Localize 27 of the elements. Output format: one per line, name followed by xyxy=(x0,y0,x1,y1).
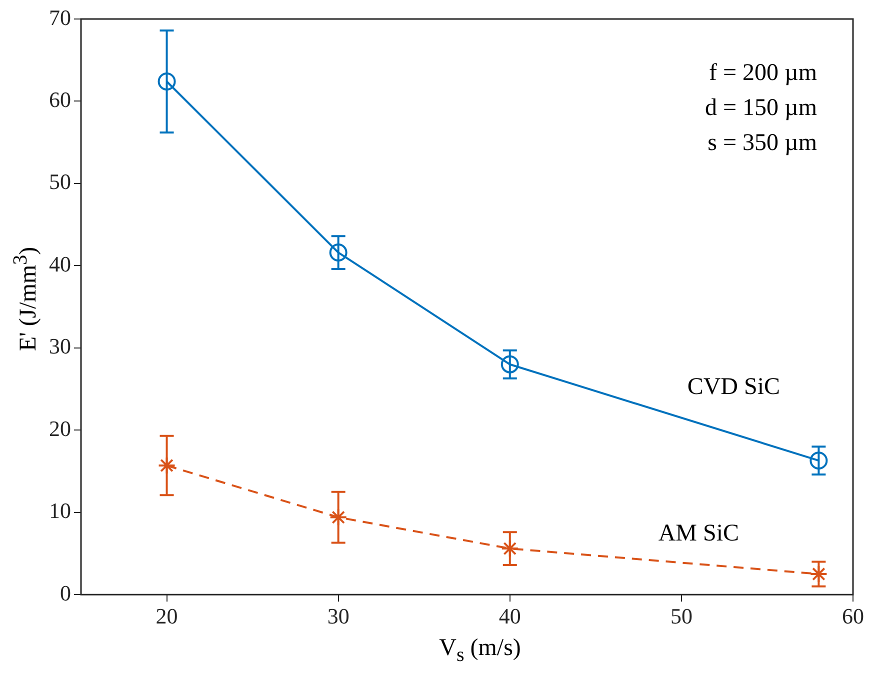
x-tick-label: 50 xyxy=(670,604,692,629)
annotation: s = 350 µm xyxy=(706,129,817,158)
point xyxy=(500,540,519,558)
y-tick-label: 0 xyxy=(60,580,71,606)
point xyxy=(329,244,348,262)
point xyxy=(810,452,828,470)
y-tick-label: 40 xyxy=(49,251,71,276)
point xyxy=(500,355,519,374)
point xyxy=(810,565,828,584)
x-tick-label: 60 xyxy=(842,604,864,629)
point xyxy=(158,72,176,90)
x-tick-label: 20 xyxy=(156,604,178,629)
series-label: CVD SiC xyxy=(687,374,780,400)
x-tick-label: 40 xyxy=(498,604,521,629)
point xyxy=(158,456,176,474)
y-tick-label: 30 xyxy=(49,334,71,359)
y-tick-label: 20 xyxy=(49,416,71,441)
series-label: AM SiC xyxy=(658,520,740,546)
y-tick-label: 10 xyxy=(49,498,71,524)
y-tick-label: 70 xyxy=(49,4,71,30)
point xyxy=(329,508,348,526)
annotation: f = 200 µm xyxy=(708,59,817,88)
annotation: d = 150 µm xyxy=(704,94,817,123)
x-axis-title: V$_{s}$ (m/s) xyxy=(439,635,521,667)
y-tick-label: 60 xyxy=(49,87,71,112)
y-tick-label: 50 xyxy=(49,169,71,194)
x-tick-label: 30 xyxy=(327,604,350,629)
